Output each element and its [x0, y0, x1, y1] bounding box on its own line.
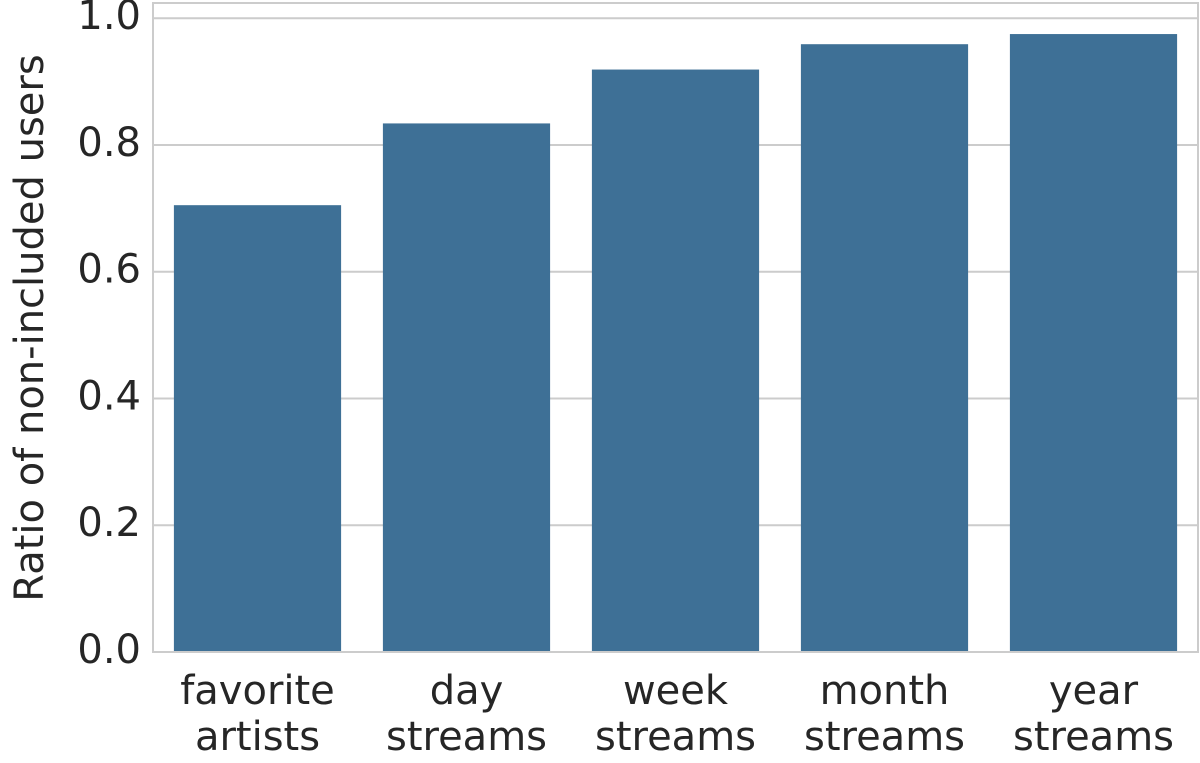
y-tick-label: 0.0	[77, 627, 141, 673]
bar	[173, 205, 342, 652]
y-tick-label: 0.2	[77, 500, 141, 546]
x-tick-label: month streams	[803, 668, 965, 760]
bar	[1009, 34, 1178, 652]
x-tick-label: week streams	[594, 668, 756, 760]
y-tick-label: 0.8	[77, 120, 141, 166]
bar	[382, 123, 551, 652]
bar	[800, 44, 969, 652]
y-tick-label: 1.0	[77, 0, 141, 39]
x-tick-label: favorite artists	[180, 668, 335, 760]
x-tick-label: day streams	[385, 668, 547, 760]
x-tick-label: year streams	[1012, 668, 1174, 760]
y-axis-label: Ratio of non-included users	[7, 54, 53, 601]
bar	[591, 69, 760, 652]
y-tick-label: 0.6	[77, 247, 141, 293]
y-tick-label: 0.4	[77, 373, 141, 419]
plot-frame	[152, 2, 1199, 653]
